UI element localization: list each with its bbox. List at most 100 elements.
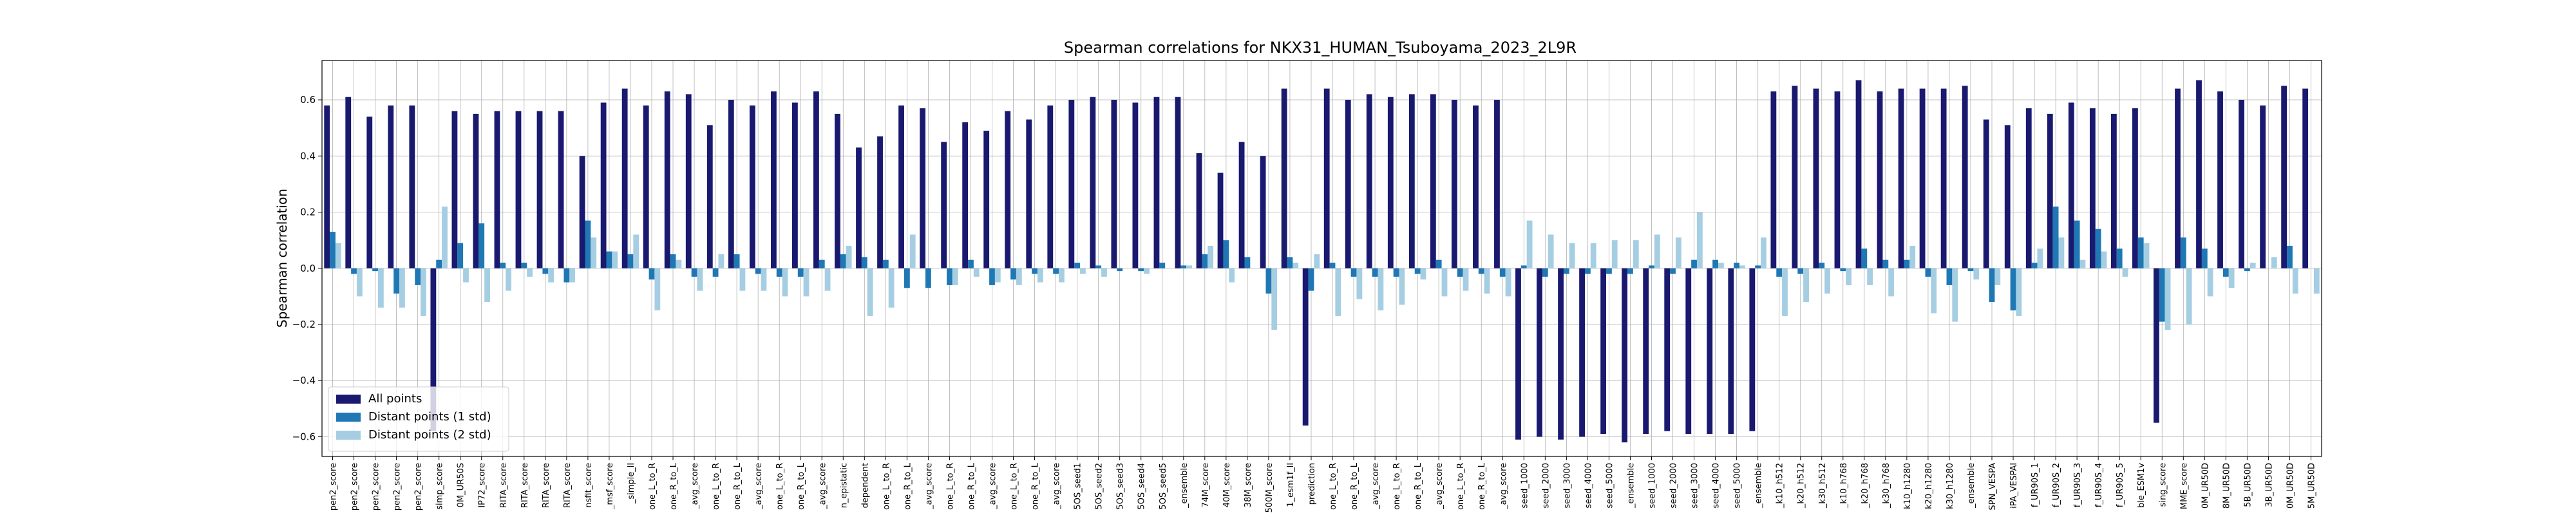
x-tick-label: 3B_UR50D [2264,463,2274,507]
x-tick-label: simp_score [435,463,445,510]
bar [835,113,840,268]
legend-swatch [336,431,361,440]
x-tick-label: k10_h1280 [1903,463,1913,509]
bar [2074,220,2080,268]
x-tick-label: one_L_to_R [1329,463,1338,510]
x-tick-label: 5M_UR50D [2307,463,2316,509]
bar [2159,268,2165,322]
y-tick-label: 0.0 [300,263,316,274]
bar [654,268,661,311]
x-tick-label: one_L_to_R [1392,463,1402,510]
bar [649,268,655,280]
bar [1265,268,1272,294]
bar [2186,268,2192,324]
x-tick-label: prediction [1307,463,1317,505]
x-tick-label: MME_score [2179,463,2189,509]
legend-label: Distant points (1 std) [368,410,491,424]
x-tick-label: 74M_score [1201,463,1211,507]
x-tick-label: iPA_VESPAl [2009,463,2019,509]
bar [2175,88,2181,268]
bar [1861,248,1868,268]
x-tick-label: seed_4000 [1584,463,1593,509]
x-tick-label: one_R_to_L [1350,462,1359,510]
bar [1734,263,1740,268]
bar [888,268,895,308]
x-tick-label: n_epistatic [839,463,849,508]
bar [579,156,585,268]
x-tick-label: one_R_to_L [1477,462,1487,510]
x-tick-label: 5OS_seed4 [1137,463,1147,510]
x-tick-label: seed_1000 [1647,463,1657,509]
bar [1175,97,1181,268]
bar [1144,268,1150,274]
bar [591,237,597,268]
bar [1846,268,1852,285]
bar [2260,105,2266,268]
bar [670,254,676,268]
bar [2292,268,2298,294]
bar [1782,268,1788,316]
bar [558,111,564,268]
bar [1824,268,1830,294]
bar [877,136,883,268]
bar [1558,268,1564,440]
x-tick-label: RITA_score [563,463,573,508]
bar [500,263,506,268]
bar [494,111,500,268]
bar [1590,243,1596,268]
bar [739,268,746,291]
bar [521,263,527,268]
bar [2244,268,2250,272]
bar [1761,237,1766,268]
bar [1293,263,1299,268]
bar [527,268,533,277]
bar [585,220,591,268]
x-tick-label: _simple_ll [627,463,636,504]
x-tick-label: _avg_score [690,463,700,510]
bar [1451,100,1457,268]
bar [2016,268,2022,316]
bar [2249,263,2256,268]
bar [718,254,724,268]
bar [484,268,490,303]
bar [1654,234,1660,268]
x-tick-label: f_UR90S_2 [2052,463,2061,507]
x-tick-label: 5OS_seed1 [1074,463,1083,510]
x-tick-label: seed_2000 [1541,463,1551,509]
x-tick-label: IP72_score [478,463,488,508]
bar [1499,268,1506,277]
bar [1032,268,1037,274]
bar [1770,91,1777,268]
x-tick-label: f_UR90S_1 [2031,463,2040,507]
bar [1888,268,1895,297]
bar [1584,268,1591,274]
bar [430,268,437,431]
bar [1132,102,1139,268]
bar [1898,88,1904,268]
x-tick-label: _ensemble [1626,463,1636,509]
x-tick-label: f_UR90S_3 [2073,463,2083,507]
bar [882,259,889,268]
x-tick-label: _k30_h512 [1818,463,1828,509]
bar [1202,254,1208,268]
bar [478,223,485,268]
x-tick-label: _avg_score [1052,463,1062,510]
bar [856,147,862,268]
x-tick-label: seed_5000 [1605,463,1615,509]
bar [1973,268,1980,280]
bar [782,268,788,297]
bar [351,268,357,274]
legend-swatch [336,395,361,404]
bar [898,105,904,268]
bar [1520,265,1527,268]
bar [1463,268,1469,291]
x-tick-label: sing_score [2158,463,2168,507]
bar [1101,268,1107,277]
bar [463,268,469,283]
bar [947,268,952,285]
legend-box [328,386,509,452]
bar [1940,88,1947,268]
bar [909,234,916,268]
x-tick-label: 0M_UR50S [457,463,466,507]
